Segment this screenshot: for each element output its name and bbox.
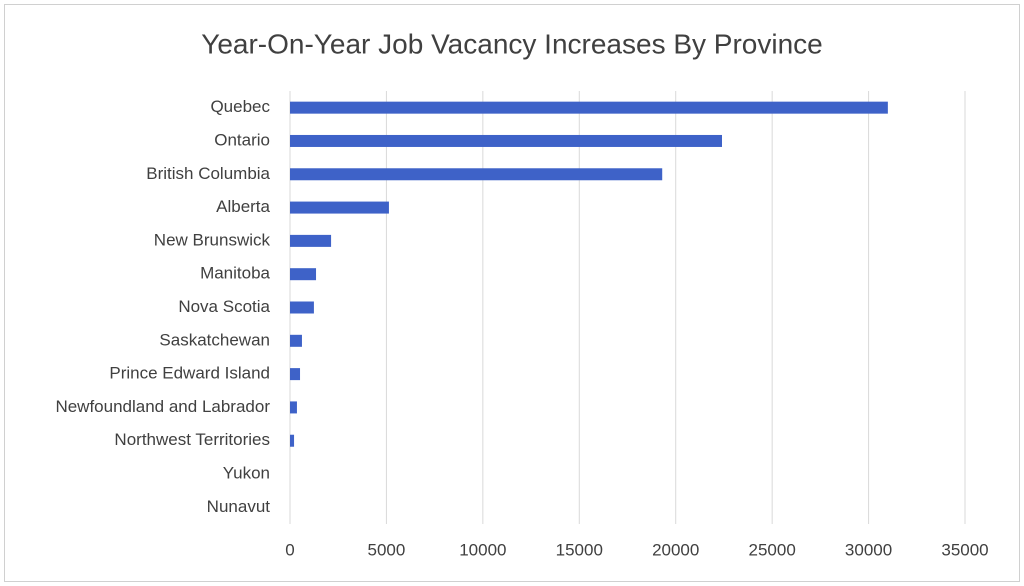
bar (290, 401, 297, 414)
bar (290, 434, 295, 447)
y-tick-label: Northwest Territories (114, 430, 270, 449)
bar (290, 334, 302, 347)
bar (290, 368, 301, 381)
bar (290, 134, 722, 147)
x-tick-label: 5000 (368, 540, 406, 559)
chart-border (4, 4, 1020, 582)
y-tick-label: Nova Scotia (178, 297, 270, 316)
bar (290, 268, 317, 281)
y-tick-label: British Columbia (146, 164, 270, 183)
x-tick-label: 30000 (845, 540, 892, 559)
y-tick-label: Quebec (210, 97, 270, 116)
y-tick-label: Newfoundland and Labrador (55, 397, 270, 416)
bar (290, 234, 332, 247)
x-tick-label: 35000 (941, 540, 988, 559)
bar (290, 201, 389, 214)
y-tick-label: Manitoba (200, 264, 270, 283)
bar (290, 301, 314, 314)
bar (290, 168, 663, 181)
y-tick-label: Prince Edward Island (109, 364, 270, 383)
x-tick-label: 25000 (749, 540, 796, 559)
y-tick-label: Nunavut (207, 497, 271, 516)
x-tick-label: 15000 (556, 540, 603, 559)
x-tick-label: 10000 (459, 540, 506, 559)
y-tick-label: Alberta (216, 197, 270, 216)
chart-title: Year-On-Year Job Vacancy Increases By Pr… (201, 28, 823, 59)
x-tick-label: 0 (285, 540, 294, 559)
y-tick-label: Saskatchewan (159, 330, 270, 349)
y-tick-label: Ontario (214, 130, 270, 149)
x-tick-label: 20000 (652, 540, 699, 559)
y-tick-label: New Brunswick (154, 230, 271, 249)
bar (290, 101, 888, 114)
y-tick-label: Yukon (223, 464, 270, 483)
